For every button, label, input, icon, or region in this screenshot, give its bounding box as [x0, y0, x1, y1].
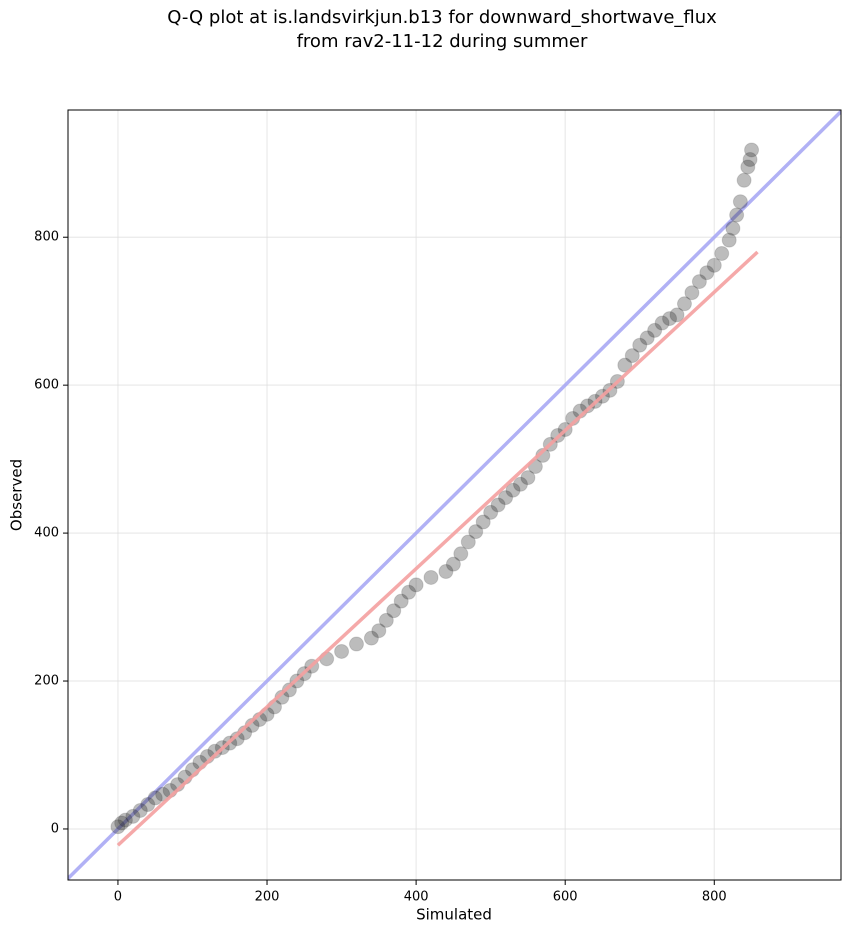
y-axis-label: Observed — [8, 459, 26, 531]
x-tick-label: 800 — [702, 890, 727, 905]
point — [110, 819, 126, 835]
point — [386, 603, 402, 619]
point — [706, 257, 722, 273]
point — [699, 265, 715, 281]
y-tick-label: 600 — [34, 378, 59, 393]
point — [676, 296, 692, 312]
y-tick-label: 200 — [34, 674, 59, 689]
point — [505, 482, 521, 498]
point — [155, 786, 171, 802]
y-tick-label: 800 — [34, 230, 59, 245]
point — [453, 546, 469, 562]
point — [512, 476, 528, 492]
point — [520, 470, 536, 486]
point — [125, 808, 141, 824]
y-tick-label: 400 — [34, 526, 59, 541]
point — [662, 311, 678, 327]
point — [632, 337, 648, 353]
point — [393, 593, 409, 609]
identity-line — [68, 110, 841, 880]
point — [483, 504, 499, 520]
x-tick-label: 200 — [255, 890, 280, 905]
point — [408, 577, 424, 593]
fit-line — [116, 250, 759, 847]
point — [460, 534, 476, 550]
point — [334, 643, 350, 659]
point — [363, 630, 379, 646]
point — [654, 315, 670, 331]
point — [348, 636, 364, 652]
point — [378, 612, 394, 628]
point — [744, 142, 760, 158]
point — [647, 322, 663, 338]
point — [498, 490, 514, 506]
point — [423, 569, 439, 585]
x-axis-label: Simulated — [416, 906, 492, 924]
chart-title: from rav2-11-12 during summer — [297, 31, 588, 52]
point — [729, 207, 745, 223]
point — [684, 285, 700, 301]
plot-area — [68, 110, 841, 880]
x-tick-label: 400 — [404, 890, 429, 905]
point — [714, 245, 730, 261]
point — [401, 584, 417, 600]
point — [147, 790, 163, 806]
point — [725, 220, 741, 236]
point — [580, 398, 596, 414]
point — [445, 556, 461, 572]
point — [371, 623, 387, 639]
y-tick-label: 0 — [51, 821, 59, 836]
point — [617, 357, 633, 373]
point — [736, 172, 752, 188]
point — [438, 564, 454, 580]
point — [468, 524, 484, 540]
point — [669, 307, 685, 323]
plot-frame — [67, 109, 842, 881]
x-tick-label: 600 — [553, 890, 578, 905]
point — [132, 802, 148, 818]
point — [207, 743, 223, 759]
chart-title: Q-Q plot at is.landsvirkjun.b13 for down… — [167, 7, 717, 28]
point — [117, 812, 133, 828]
point — [475, 514, 491, 530]
point — [140, 797, 156, 813]
x-tick-label: 0 — [114, 890, 122, 905]
point — [624, 348, 640, 364]
point — [639, 330, 655, 346]
point — [281, 682, 297, 698]
point — [490, 497, 506, 513]
point — [742, 152, 758, 168]
point — [740, 159, 756, 175]
point — [114, 815, 130, 831]
point — [721, 232, 737, 248]
point — [732, 194, 748, 210]
point — [691, 274, 707, 290]
